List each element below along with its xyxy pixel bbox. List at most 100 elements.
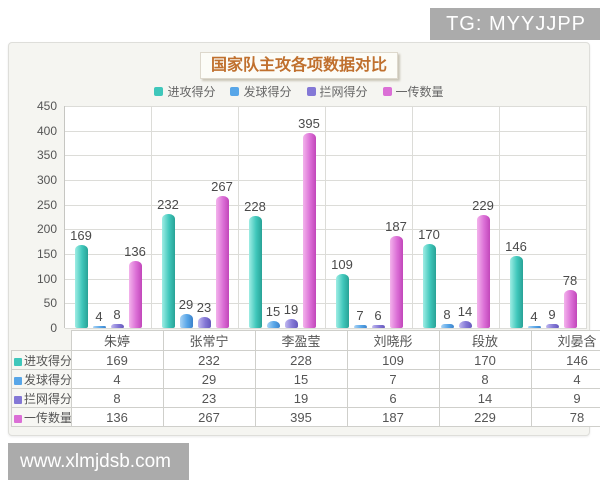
player-name-header: 段放 xyxy=(438,330,532,351)
bar-column: 15 xyxy=(265,106,281,328)
site-watermark: www.xlmjdsb.com xyxy=(8,443,189,480)
bar-column: 232 xyxy=(157,106,179,328)
category-group-0: 169 4 8 136 xyxy=(65,106,152,328)
bar-column: 7 xyxy=(353,106,367,328)
bar-发球得分-刘晓彤 xyxy=(353,325,367,328)
category-group-4: 170 8 14 229 xyxy=(413,106,500,328)
legend-label: 发球得分 xyxy=(243,85,292,99)
legend-swatch-icon xyxy=(154,87,164,96)
bar-发球得分-刘晏含 xyxy=(527,326,541,328)
legend-item-0: 进攻得分 xyxy=(154,83,215,100)
gridline xyxy=(65,130,587,132)
bar-一传数量-李盈莹 xyxy=(302,133,316,328)
legend-label: 进攻得分 xyxy=(167,85,216,99)
bar-一传数量-张常宁 xyxy=(215,196,229,328)
bar-value-label: 187 xyxy=(385,219,407,234)
bar-进攻得分-朱婷 xyxy=(74,245,88,328)
bar-value-label: 14 xyxy=(457,304,473,319)
value-cell: 229 xyxy=(438,407,532,427)
bar-一传数量-刘晏含 xyxy=(563,290,577,328)
y-tick-label: 400 xyxy=(36,123,57,138)
bar-column: 14 xyxy=(457,106,473,328)
bar-value-label: 170 xyxy=(418,227,440,242)
bar-column: 6 xyxy=(371,106,385,328)
player-name-header: 李盈莹 xyxy=(254,330,348,351)
bar-value-label: 4 xyxy=(95,309,103,324)
bar-value-label: 29 xyxy=(178,297,194,312)
bar-发球得分-段放 xyxy=(440,324,454,328)
bar-拦网得分-段放 xyxy=(458,321,472,328)
plot-area: 169 4 8 136 232 29 23 267 228 15 19 395 109 7 6 187 170 8… xyxy=(64,106,587,329)
bar-value-label: 267 xyxy=(211,179,233,194)
legend-swatch-icon xyxy=(382,87,392,96)
bar-拦网得分-李盈莹 xyxy=(284,319,298,328)
gridline xyxy=(65,106,587,107)
bar-column: 9 xyxy=(545,106,559,328)
y-tick-label: 350 xyxy=(36,148,57,163)
series-swatch-icon xyxy=(14,395,22,404)
value-cell: 9 xyxy=(530,388,600,408)
bar-column: 4 xyxy=(92,106,106,328)
bar-拦网得分-刘晓彤 xyxy=(371,325,385,328)
value-cell: 4 xyxy=(70,369,164,389)
category-group-3: 109 7 6 187 xyxy=(326,106,413,328)
legend-item-2: 拦网得分 xyxy=(306,83,368,100)
bar-column: 395 xyxy=(298,106,320,328)
series-label-cell: 一传数量 xyxy=(11,407,72,427)
table-row: 一传数量 136 267 395 187 229 78 xyxy=(11,407,600,427)
value-cell: 19 xyxy=(254,388,348,408)
bar-value-label: 228 xyxy=(244,199,266,214)
bar-value-label: 232 xyxy=(157,197,179,212)
series-swatch-icon xyxy=(14,357,22,366)
value-cell: 8 xyxy=(438,369,532,389)
bar-发球得分-张常宁 xyxy=(179,314,193,328)
bar-column: 19 xyxy=(283,106,299,328)
value-cell: 6 xyxy=(346,388,440,408)
bar-value-label: 109 xyxy=(331,257,353,272)
gridline xyxy=(65,229,587,231)
value-cell: 29 xyxy=(162,369,256,389)
value-cell: 170 xyxy=(438,350,532,370)
bar-column: 4 xyxy=(527,106,541,328)
bar-column: 170 xyxy=(418,106,440,328)
legend-label: 一传数量 xyxy=(395,85,444,99)
y-tick-label: 300 xyxy=(36,173,57,187)
table-row: 进攻得分 169 232 228 109 170 146 xyxy=(11,350,600,370)
bar-value-label: 136 xyxy=(124,244,146,259)
value-cell: 267 xyxy=(162,407,256,427)
chart-title: 国家队主攻各项数据对比 xyxy=(199,52,398,80)
value-cell: 14 xyxy=(438,388,532,408)
bar-value-label: 6 xyxy=(374,308,382,323)
bar-column: 187 xyxy=(385,106,407,328)
bar-column: 267 xyxy=(211,106,233,328)
bar-value-label: 9 xyxy=(548,307,556,322)
bar-进攻得分-张常宁 xyxy=(161,214,175,328)
bar-column: 8 xyxy=(110,106,124,328)
bar-value-label: 15 xyxy=(265,304,281,319)
bar-column: 146 xyxy=(505,106,527,328)
gridline xyxy=(65,328,587,329)
bar-value-label: 395 xyxy=(298,116,320,131)
value-cell: 8 xyxy=(70,388,164,408)
bar-一传数量-段放 xyxy=(476,215,490,328)
legend-item-1: 发球得分 xyxy=(230,83,292,100)
bar-value-label: 146 xyxy=(505,239,527,254)
legend-item-3: 一传数量 xyxy=(382,83,444,100)
series-label-cell: 进攻得分 xyxy=(11,350,72,370)
table-corner-cell xyxy=(12,331,72,351)
value-cell: 78 xyxy=(530,407,600,427)
bar-进攻得分-刘晏含 xyxy=(509,256,523,328)
value-cell: 395 xyxy=(254,407,348,427)
bar-拦网得分-张常宁 xyxy=(197,317,211,328)
legend-swatch-icon xyxy=(306,87,316,96)
bar-value-label: 23 xyxy=(196,300,212,315)
gridline xyxy=(65,254,587,255)
series-swatch-icon xyxy=(14,414,22,423)
gridline xyxy=(65,204,587,206)
value-cell: 136 xyxy=(70,407,164,427)
gridline xyxy=(65,155,587,157)
bar-column: 8 xyxy=(440,106,454,328)
legend-swatch-icon xyxy=(230,87,240,96)
category-group-5: 146 4 9 78 xyxy=(500,106,587,328)
bar-value-label: 19 xyxy=(283,302,299,317)
